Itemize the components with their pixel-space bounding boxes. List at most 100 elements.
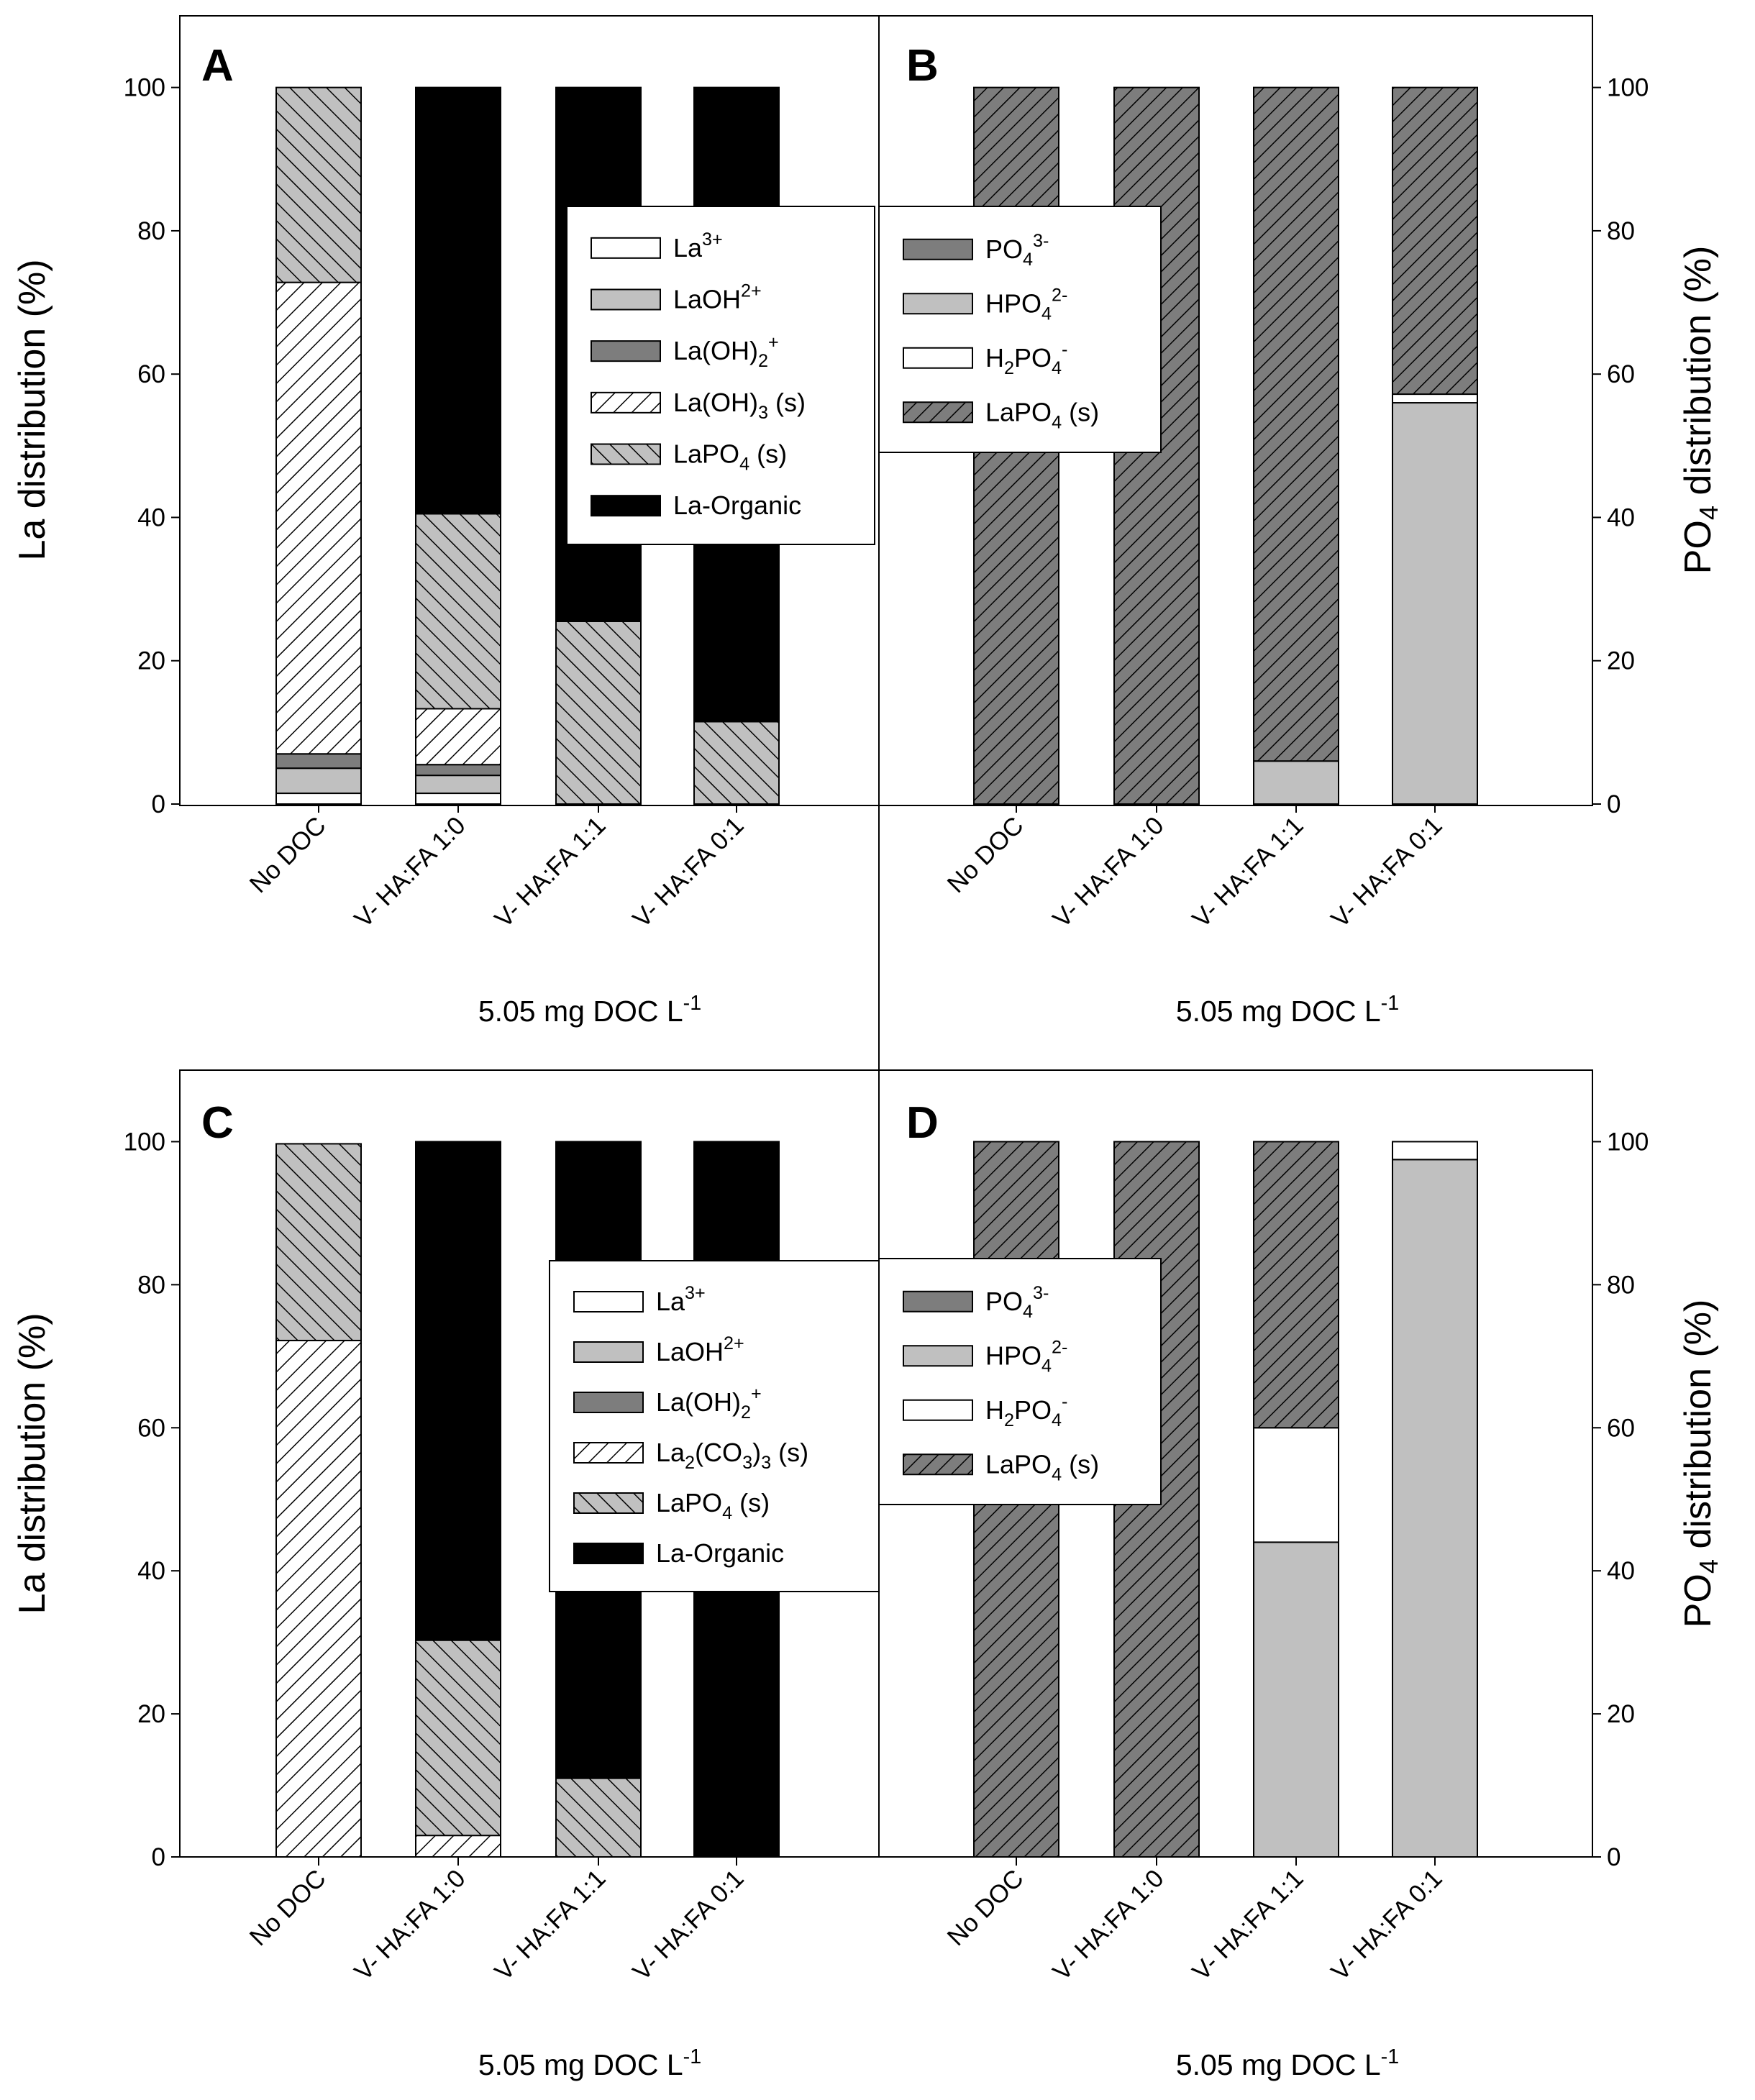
x-category-label: No DOC: [245, 1864, 332, 1951]
bar-h2po4-v-ha-fa-1-1: [1253, 1427, 1339, 1543]
bar-lapo4-s-no-doc: [275, 86, 362, 283]
y-tick-label: 40: [1607, 503, 1635, 531]
y-tick-label: 20: [137, 647, 165, 675]
bar-la3-v-ha-fa-1-0: [415, 793, 501, 805]
x-axis-title: 5.05 mg DOC L-1: [478, 992, 701, 1028]
legend-swatch: [903, 293, 973, 315]
legend-swatch: [903, 238, 973, 260]
bar-lapo4-s-v-ha-fa-1-1: [1253, 86, 1339, 762]
legend-swatch: [591, 340, 661, 362]
bar-h2po4-v-ha-fa-0-1: [1392, 1141, 1478, 1161]
y-tick-label: 20: [1607, 1700, 1635, 1728]
bar-lapo4-s-v-ha-fa-1-1: [1253, 1141, 1339, 1429]
y-tick-label: 40: [137, 503, 165, 531]
legend-label: LaOH2+: [656, 1333, 744, 1366]
bar-laoh2-no-doc: [275, 767, 362, 795]
y-tick-label: 100: [124, 1128, 165, 1156]
x-category-label: No DOC: [245, 811, 332, 898]
legend-label: LaOH2+: [673, 281, 762, 314]
legend-swatch: [573, 1291, 644, 1312]
bar-hpo4-2-v-ha-fa-1-1: [1253, 1541, 1339, 1858]
y-axis-title-group: PO4 distribution (%): [1677, 1300, 1723, 1628]
bar-la-oh-2-no-doc: [275, 753, 362, 770]
y-axis-title-group: La distribution (%): [12, 1312, 53, 1614]
legend-swatch: [903, 1453, 973, 1476]
bar-lapo4-s-v-ha-fa-1-1: [555, 1777, 642, 1858]
bar-hpo4-2-v-ha-fa-1-1: [1253, 760, 1339, 805]
chart-panel-c: 0 20 40 60 80 100 No DOC V- HA:FA 1:0 V- HA:FA 1…: [12, 1069, 880, 2081]
y-tick-label: 0: [152, 790, 165, 818]
x-category-label: V- HA:FA 1:0: [1047, 1864, 1169, 1986]
legend-label: LaPO4 (s): [673, 439, 787, 475]
panel-label: A: [201, 41, 234, 91]
panel-label: C: [201, 1098, 234, 1148]
bar-lapo4-s-v-ha-fa-0-1: [693, 721, 780, 805]
panel-label: B: [906, 41, 939, 91]
y-tick-label: 80: [137, 217, 165, 245]
legend-box: [566, 206, 875, 545]
legend-swatch: [591, 391, 661, 414]
legend-label: HPO42-: [985, 285, 1067, 324]
y-tick-label: 100: [1607, 74, 1649, 102]
legend-swatch: [591, 288, 661, 311]
legend-swatch: [903, 401, 973, 424]
chart-panel-a: 0 20 40 60 80 100 No DOC V- HA:FA 1:0 V- HA:FA 1…: [12, 15, 880, 1028]
bar-la2-co3-3-s-no-doc: [275, 1339, 362, 1858]
legend-label: LaPO4 (s): [985, 397, 1099, 432]
legend-label: La2(CO3)3 (s): [656, 1438, 808, 1473]
legend-label: La-Organic: [673, 490, 801, 520]
legend-label: LaPO4 (s): [985, 1449, 1099, 1484]
y-tick-label: 20: [137, 1700, 165, 1728]
y-tick-label: 80: [1607, 1271, 1635, 1299]
legend-swatch: [903, 1345, 973, 1367]
y-axis-title: La distribution (%): [12, 1312, 53, 1614]
legend: La3+ LaOH2+ La(OH)2+ La(OH)3 (s) LaPO4 (s) La…: [566, 206, 875, 545]
bar-lapo4-s-v-ha-fa-1-1: [555, 620, 642, 805]
x-category-label: V- HA:FA 1:1: [489, 811, 611, 933]
bar-lapo4-s-v-ha-fa-0-1: [1392, 86, 1478, 396]
y-tick-label: 60: [1607, 360, 1635, 388]
legend-swatch: [903, 1290, 973, 1312]
legend-label: HPO42-: [985, 1337, 1067, 1376]
legend-swatch: [591, 495, 661, 517]
legend-box: [549, 1260, 880, 1592]
bar-la-oh-3-s-no-doc: [275, 281, 362, 755]
bar-lapo4-s-v-ha-fa-1-0: [415, 1639, 501, 1837]
y-tick-label: 60: [137, 1414, 165, 1442]
y-tick-label: 0: [152, 1843, 165, 1871]
bar-lapo4-s-v-ha-fa-1-0: [415, 513, 501, 710]
bar-la-oh-3-s-v-ha-fa-1-0: [415, 708, 501, 766]
y-tick-label: 60: [1607, 1414, 1635, 1442]
legend: PO43- HPO42- H2PO4- LaPO4 (s): [878, 206, 1162, 453]
x-category-label: V- HA:FA 1:1: [1187, 811, 1308, 933]
legend-label: PO43-: [985, 231, 1049, 270]
legend-label: PO43-: [985, 1283, 1049, 1322]
legend-label: La3+: [656, 1283, 706, 1316]
legend-swatch: [903, 347, 973, 369]
y-tick-label: 100: [1607, 1128, 1649, 1156]
x-axis-title: 5.05 mg DOC L-1: [1176, 992, 1399, 1028]
y-tick-label: 80: [1607, 217, 1635, 245]
legend-swatch: [573, 1341, 644, 1363]
y-tick-label: 60: [137, 360, 165, 388]
x-category-label: No DOC: [942, 811, 1029, 898]
legend-swatch: [573, 1442, 644, 1464]
y-tick-label: 40: [137, 1557, 165, 1585]
legend-label: La3+: [673, 229, 723, 262]
x-category-label: V- HA:FA 0:1: [627, 811, 749, 933]
legend-label: LaPO4 (s): [656, 1488, 770, 1523]
legend-swatch: [591, 237, 661, 259]
x-category-label: V- HA:FA 1:1: [1187, 1864, 1308, 1986]
legend-label: La(OH)2+: [673, 332, 779, 371]
x-category-label: V- HA:FA 0:1: [1326, 811, 1447, 933]
legend-swatch: [573, 1392, 644, 1413]
y-tick-label: 0: [1607, 790, 1620, 818]
x-axis-title: 5.05 mg DOC L-1: [478, 2045, 701, 2081]
legend-label: La-Organic: [656, 1538, 784, 1568]
x-category-label: V- HA:FA 0:1: [627, 1864, 749, 1986]
chart-panel-b: 0 20 40 60 80 100 No DOC V- HA:FA 1:0 V- HA:FA 1…: [878, 15, 1723, 1028]
y-tick-label: 0: [1607, 1843, 1620, 1871]
x-category-label: V- HA:FA 0:1: [1326, 1864, 1447, 1986]
